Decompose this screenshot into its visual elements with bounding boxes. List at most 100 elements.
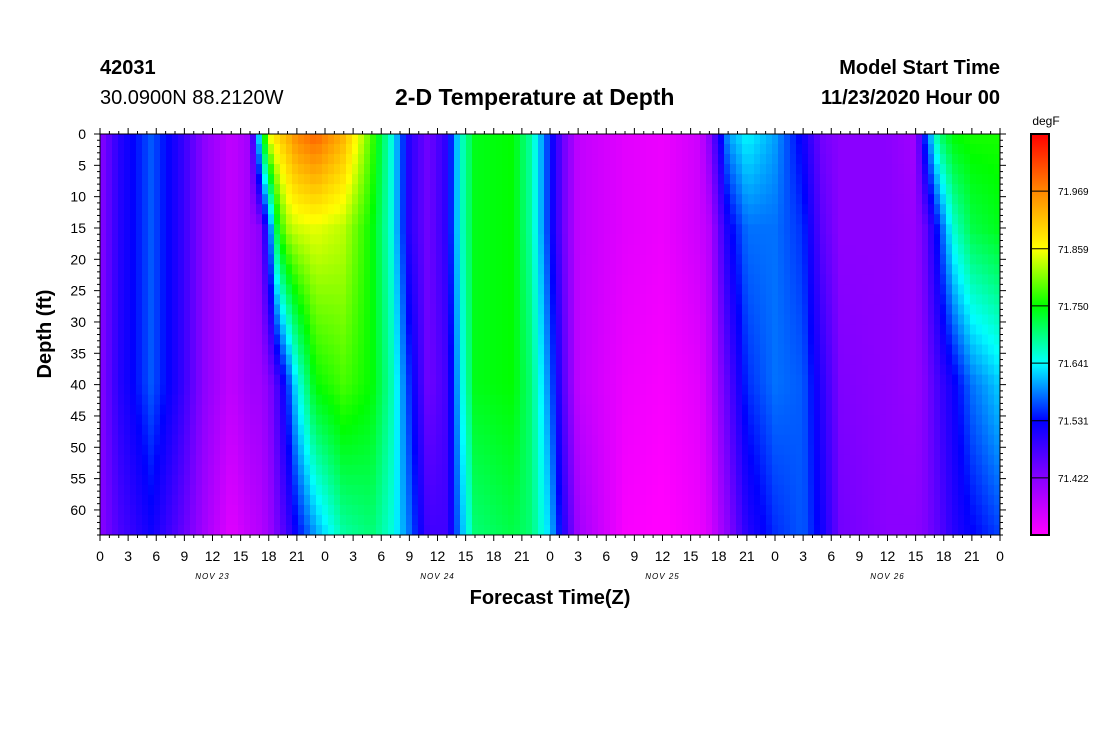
heatmap-cell: [526, 454, 533, 466]
heatmap-cell: [796, 474, 803, 486]
heatmap-cell: [274, 214, 281, 225]
heatmap-cell: [658, 404, 665, 416]
heatmap-cell: [592, 274, 599, 285]
heatmap-cell: [502, 284, 509, 296]
heatmap-cell: [262, 474, 269, 486]
heatmap-cell: [724, 314, 731, 326]
heatmap-cell: [838, 194, 845, 205]
heatmap-cell: [328, 304, 335, 316]
heatmap-cell: [316, 284, 323, 296]
heatmap-cell: [322, 494, 329, 506]
heatmap-cell: [766, 154, 773, 165]
heatmap-cell: [748, 254, 755, 265]
heatmap-cell: [400, 164, 407, 175]
heatmap-cell: [424, 174, 431, 185]
heatmap-cell: [202, 494, 209, 506]
heatmap-cell: [382, 474, 389, 486]
heatmap-cell: [610, 164, 617, 175]
heatmap-cell: [622, 214, 629, 225]
heatmap-cell: [184, 274, 191, 285]
heatmap-cell: [250, 474, 257, 486]
heatmap-cell: [406, 434, 413, 446]
heatmap-cell: [280, 464, 287, 476]
heatmap-cell: [694, 484, 701, 496]
heatmap-cell: [556, 284, 563, 296]
heatmap-cell: [430, 504, 437, 516]
heatmap-cell: [178, 224, 185, 235]
heatmap-cell: [700, 214, 707, 225]
heatmap-cell: [580, 144, 587, 155]
heatmap-cell: [190, 274, 197, 285]
heatmap-cell: [640, 464, 647, 476]
heatmap-cell: [112, 204, 119, 215]
heatmap-cell: [100, 444, 107, 456]
heatmap-cell: [208, 204, 215, 215]
heatmap-cell: [178, 464, 185, 476]
heatmap-cell: [142, 284, 149, 296]
heatmap-cell: [508, 364, 515, 376]
heatmap-cell: [400, 234, 407, 245]
heatmap-cell: [640, 344, 647, 356]
heatmap-cell: [436, 234, 443, 245]
heatmap-cell: [742, 494, 749, 506]
heatmap-cell: [424, 394, 431, 406]
heatmap-cell: [688, 234, 695, 245]
heatmap-cell: [352, 194, 359, 205]
heatmap-cell: [466, 164, 473, 175]
heatmap-cell: [748, 524, 755, 535]
heatmap-cell: [142, 384, 149, 396]
heatmap-cell: [298, 294, 305, 306]
heatmap-cell: [610, 414, 617, 426]
heatmap-cell: [670, 194, 677, 205]
heatmap-cell: [508, 294, 515, 306]
heatmap-cell: [616, 414, 623, 426]
heatmap-cell: [490, 234, 497, 245]
heatmap-cell: [148, 264, 155, 275]
heatmap-cell: [112, 484, 119, 496]
heatmap-cell: [538, 174, 545, 185]
heatmap-cell: [592, 444, 599, 456]
heatmap-cell: [154, 204, 161, 215]
heatmap-cell: [220, 274, 227, 285]
heatmap-cell: [436, 134, 443, 145]
heatmap-cell: [124, 464, 131, 476]
heatmap-cell: [454, 454, 461, 466]
heatmap-cell: [166, 504, 173, 516]
heatmap-cell: [766, 204, 773, 215]
heatmap-cell: [682, 174, 689, 185]
heatmap-cell: [394, 144, 401, 155]
heatmap-cell: [706, 254, 713, 265]
heatmap-cell: [166, 344, 173, 356]
heatmap-cell: [700, 314, 707, 326]
heatmap-cell: [598, 454, 605, 466]
heatmap-cell: [400, 464, 407, 476]
heatmap-cell: [238, 424, 245, 436]
heatmap-cell: [712, 384, 719, 396]
heatmap-cell: [292, 324, 299, 336]
heatmap-cell: [406, 414, 413, 426]
heatmap-cell: [100, 374, 107, 386]
heatmap-cell: [160, 324, 167, 336]
heatmap-cell: [502, 484, 509, 496]
heatmap-cell: [610, 244, 617, 255]
heatmap-cell: [454, 354, 461, 366]
heatmap-cell: [388, 454, 395, 466]
heatmap-cell: [802, 494, 809, 506]
heatmap-cell: [334, 364, 341, 376]
heatmap-cell: [760, 524, 767, 535]
heatmap-cell: [514, 504, 521, 516]
heatmap-cell: [634, 514, 641, 526]
heatmap-cell: [274, 524, 281, 535]
heatmap-cell: [532, 414, 539, 426]
heatmap-cell: [322, 174, 329, 185]
heatmap-cell: [364, 454, 371, 466]
heatmap-cell: [394, 214, 401, 225]
heatmap-cell: [616, 244, 623, 255]
heatmap-cell: [412, 224, 419, 235]
heatmap-cell: [694, 254, 701, 265]
heatmap-cell: [178, 244, 185, 255]
heatmap-cell: [424, 134, 431, 145]
heatmap-cell: [574, 394, 581, 406]
heatmap-cell: [598, 184, 605, 195]
heatmap-cell: [310, 164, 317, 175]
